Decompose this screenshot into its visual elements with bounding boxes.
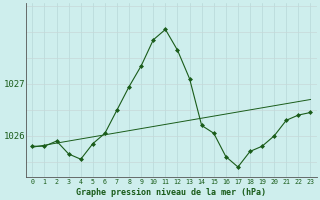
X-axis label: Graphe pression niveau de la mer (hPa): Graphe pression niveau de la mer (hPa) <box>76 188 267 197</box>
